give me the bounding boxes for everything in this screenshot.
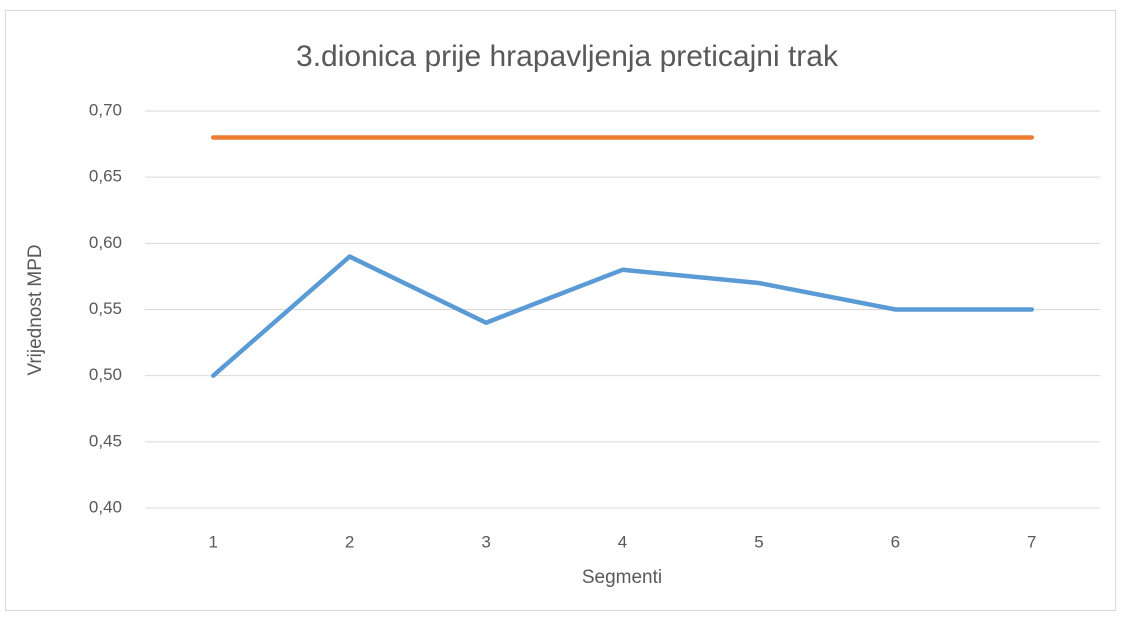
x-tick-label: 5 [754, 532, 763, 551]
x-tick-label: 7 [1027, 532, 1036, 551]
y-tick-label: 0,60 [89, 233, 122, 252]
y-tick-label: 0,45 [89, 431, 122, 450]
x-tick-label: 6 [891, 532, 900, 551]
y-tick-label: 0,65 [89, 167, 122, 186]
y-tick-label: 0,70 [89, 100, 122, 119]
chart-title: 3.dionica prije hrapavljenja preticajni … [296, 40, 839, 73]
x-tick-label: 4 [618, 532, 627, 551]
x-tick-label: 3 [481, 532, 490, 551]
y-tick-label: 0,40 [89, 497, 122, 516]
x-tick-label: 1 [208, 532, 217, 551]
line-series [210, 254, 1035, 378]
x-axis-label: Segmenti [582, 567, 662, 588]
y-tick-label: 0,50 [89, 365, 122, 384]
y-tick-label: 0,55 [89, 299, 122, 318]
y-axis-label: Vrijednost MPD [25, 244, 46, 375]
x-tick-label: 2 [345, 532, 354, 551]
